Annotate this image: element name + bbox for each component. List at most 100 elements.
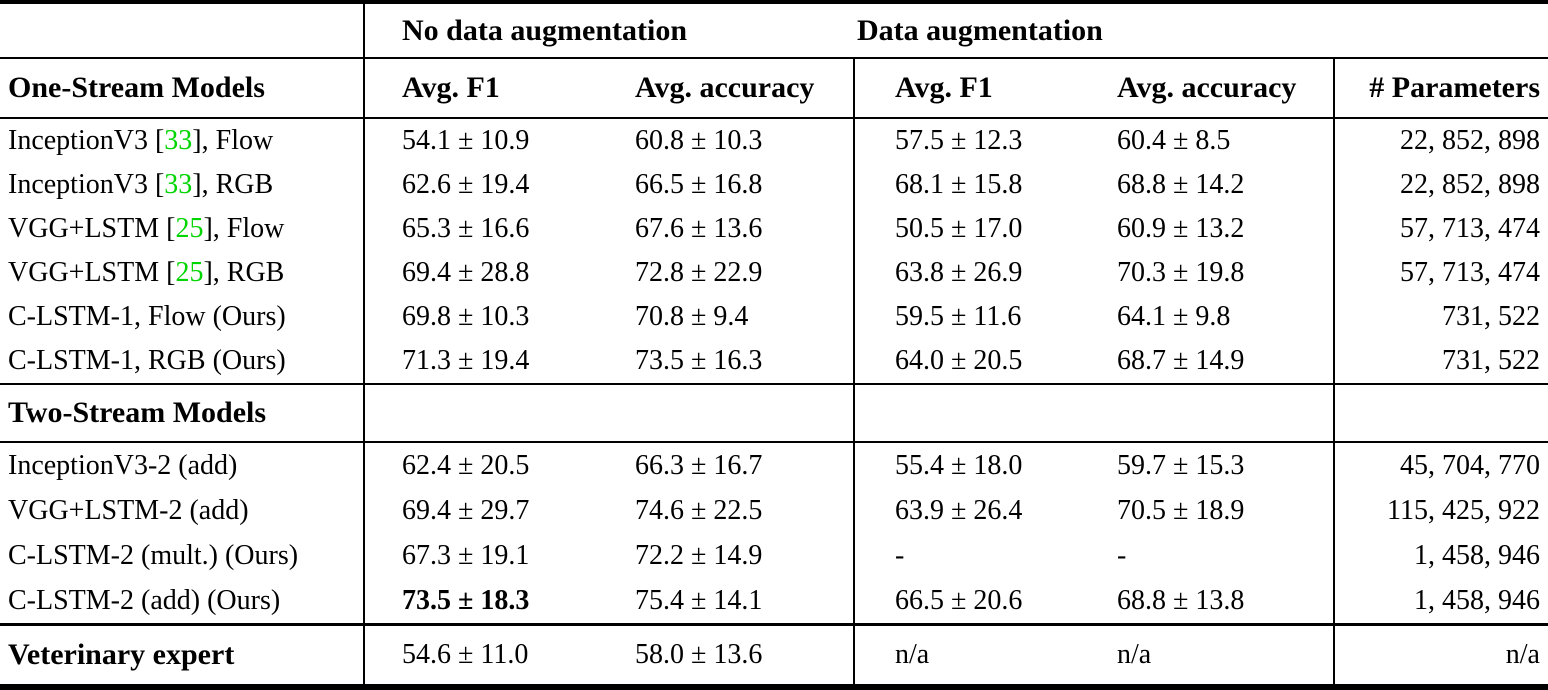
model-name-cell: InceptionV3 [33], RGB — [0, 163, 363, 207]
empty-cell — [1333, 385, 1548, 441]
num-parameters-cell: 22, 852, 898 — [1333, 163, 1548, 207]
citation-link[interactable]: 25 — [175, 213, 204, 244]
section-header-one-stream: One-Stream Models — [8, 71, 265, 104]
table-rule — [0, 57, 1548, 59]
avg-f1-noaug-cell: 62.4 ± 20.5 — [363, 443, 635, 488]
num-parameters-cell: 57, 713, 474 — [1333, 251, 1548, 295]
table-rule — [0, 383, 1548, 385]
table-row: C-LSTM-1, Flow (Ours) 69.8 ± 10.3 70.8 ±… — [0, 295, 1548, 339]
model-name-cell: VGG+LSTM-2 (add) — [0, 488, 363, 533]
model-name-text: VGG+LSTM [ — [8, 213, 176, 244]
table-row: C-LSTM-1, RGB (Ours) 71.3 ± 19.4 73.5 ± … — [0, 339, 1548, 383]
model-name-text: C-LSTM-2 (mult.) (Ours) — [8, 539, 299, 571]
avg-accuracy-aug-cell: 68.8 ± 14.2 — [1117, 169, 1245, 200]
empty-cell — [853, 385, 1117, 441]
model-name-cell: C-LSTM-1, RGB (Ours) — [0, 339, 363, 383]
table-row: C-LSTM-2 (add) (Ours) 73.5 ± 18.3 75.4 ±… — [0, 578, 1548, 623]
group-header-params-empty — [1333, 4, 1548, 57]
citation-link[interactable]: 33 — [164, 125, 193, 156]
avg-accuracy-aug-cell: n/a — [1117, 639, 1152, 670]
model-name-text: C-LSTM-1, Flow (Ours) — [8, 301, 286, 332]
table-row: InceptionV3 [33], Flow 54.1 ± 10.9 60.8 … — [0, 119, 1548, 163]
avg-f1-aug-cell: 66.5 ± 20.6 — [853, 578, 1117, 623]
col-header-avg-accuracy-noaug: Avg. accuracy — [635, 71, 815, 104]
avg-f1-aug-cell: 59.5 ± 11.6 — [853, 295, 1117, 339]
citation-link[interactable]: 25 — [175, 257, 204, 288]
model-name-cell: VGG+LSTM [25], RGB — [0, 251, 363, 295]
avg-f1-aug-cell: 68.1 ± 15.8 — [853, 163, 1117, 207]
avg-accuracy-aug-cell: 70.3 ± 19.8 — [1117, 257, 1245, 288]
avg-f1-noaug-cell: 69.4 ± 29.7 — [363, 488, 635, 533]
avg-accuracy-aug-cell: 68.7 ± 14.9 — [1117, 345, 1245, 376]
avg-f1-aug-cell: 57.5 ± 12.3 — [853, 119, 1117, 163]
avg-accuracy-aug-cell: 64.1 ± 9.8 — [1117, 301, 1231, 332]
model-name-cell: InceptionV3 [33], Flow — [0, 119, 363, 163]
table-bottom-rule — [0, 684, 1548, 690]
table-row: InceptionV3 [33], RGB 62.6 ± 19.4 66.5 ±… — [0, 163, 1548, 207]
model-name-cell: VGG+LSTM [25], Flow — [0, 207, 363, 251]
table-row: VGG+LSTM-2 (add) 69.4 ± 29.7 74.6 ± 22.5… — [0, 488, 1548, 533]
model-name-cell: C-LSTM-2 (add) (Ours) — [0, 578, 363, 623]
avg-accuracy-noaug-cell: 60.8 ± 10.3 — [635, 125, 763, 156]
num-parameters-cell: 45, 704, 770 — [1333, 443, 1548, 488]
table-top-rule — [0, 0, 1548, 4]
avg-f1-noaug-cell: 62.6 ± 19.4 — [363, 163, 635, 207]
avg-f1-aug-cell: - — [853, 533, 1117, 578]
avg-accuracy-aug-cell: 59.7 ± 15.3 — [1117, 449, 1245, 481]
num-parameters-cell: 731, 522 — [1333, 339, 1548, 383]
model-name-text: VGG+LSTM [ — [8, 257, 176, 288]
avg-f1-noaug-cell: 54.1 ± 10.9 — [363, 119, 635, 163]
avg-accuracy-aug-cell: 60.4 ± 8.5 — [1117, 125, 1231, 156]
table-row: InceptionV3-2 (add) 62.4 ± 20.5 66.3 ± 1… — [0, 443, 1548, 488]
avg-accuracy-noaug-cell: 66.5 ± 16.8 — [635, 169, 763, 200]
avg-f1-aug-cell: 50.5 ± 17.0 — [853, 207, 1117, 251]
avg-f1-aug-cell: 63.8 ± 26.9 — [853, 251, 1117, 295]
avg-f1-noaug-cell: 69.8 ± 10.3 — [363, 295, 635, 339]
group-header-empty — [0, 4, 363, 57]
column-header-row: One-Stream Models Avg. F1 Avg. accuracy … — [0, 59, 1548, 117]
table-row: C-LSTM-2 (mult.) (Ours) 67.3 ± 19.1 72.2… — [0, 533, 1548, 578]
avg-accuracy-noaug-cell: 70.8 ± 9.4 — [635, 301, 749, 332]
citation-link[interactable]: 33 — [164, 169, 193, 200]
model-name-text: InceptionV3 [ — [8, 125, 165, 156]
model-name-text: InceptionV3-2 (add) — [8, 449, 238, 481]
table-rule — [0, 117, 1548, 119]
col-header-avg-f1-noaug: Avg. F1 — [363, 59, 635, 117]
avg-accuracy-noaug-cell: 67.6 ± 13.6 — [635, 213, 763, 244]
num-parameters-cell: 1, 458, 946 — [1333, 533, 1548, 578]
avg-accuracy-noaug-cell: 74.6 ± 22.5 — [635, 494, 763, 526]
avg-f1-aug-cell: 63.9 ± 26.4 — [853, 488, 1117, 533]
avg-f1-noaug-cell-best: 73.5 ± 18.3 — [363, 578, 635, 623]
avg-accuracy-noaug-cell: 66.3 ± 16.7 — [635, 449, 763, 481]
avg-accuracy-noaug-cell: 72.2 ± 14.9 — [635, 539, 763, 571]
table-rule — [0, 441, 1548, 443]
table-rule — [0, 623, 1548, 626]
avg-f1-aug-cell: 55.4 ± 18.0 — [853, 443, 1117, 488]
model-name-text: ], Flow — [203, 213, 285, 244]
veterinary-expert-row: Veterinary expert 54.6 ± 11.0 58.0 ± 13.… — [0, 626, 1548, 684]
avg-f1-noaug-cell: 67.3 ± 19.1 — [363, 533, 635, 578]
col-header-avg-accuracy-aug: Avg. accuracy — [1117, 71, 1297, 104]
avg-f1-noaug-cell: 71.3 ± 19.4 — [363, 339, 635, 383]
avg-f1-aug-cell: 64.0 ± 20.5 — [853, 339, 1117, 383]
model-name-text: ], RGB — [192, 169, 274, 200]
col-header-num-parameters: # Parameters — [1333, 59, 1548, 117]
group-header-row: No data augmentation Data augmentation — [0, 4, 1548, 57]
model-name-cell: C-LSTM-2 (mult.) (Ours) — [0, 533, 363, 578]
model-name-text: ], Flow — [192, 125, 274, 156]
col-header-avg-f1-aug: Avg. F1 — [853, 59, 1117, 117]
avg-accuracy-aug-cell: 70.5 ± 18.9 — [1117, 494, 1245, 526]
model-name-text: InceptionV3 [ — [8, 169, 165, 200]
table-row: VGG+LSTM [25], RGB 69.4 ± 28.8 72.8 ± 22… — [0, 251, 1548, 295]
model-name-cell: C-LSTM-1, Flow (Ours) — [0, 295, 363, 339]
avg-f1-noaug-cell: 65.3 ± 16.6 — [363, 207, 635, 251]
group-header-aug: Data augmentation — [857, 13, 1103, 47]
row-header-veterinary-expert: Veterinary expert — [8, 638, 235, 671]
num-parameters-cell: 731, 522 — [1333, 295, 1548, 339]
num-parameters-cell: n/a — [1333, 626, 1548, 684]
section-header-two-stream: Two-Stream Models — [8, 396, 267, 429]
avg-accuracy-noaug-cell: 58.0 ± 13.6 — [635, 639, 763, 670]
empty-cell — [635, 385, 853, 441]
num-parameters-cell: 115, 425, 922 — [1333, 488, 1548, 533]
avg-f1-aug-cell: n/a — [853, 626, 1117, 684]
